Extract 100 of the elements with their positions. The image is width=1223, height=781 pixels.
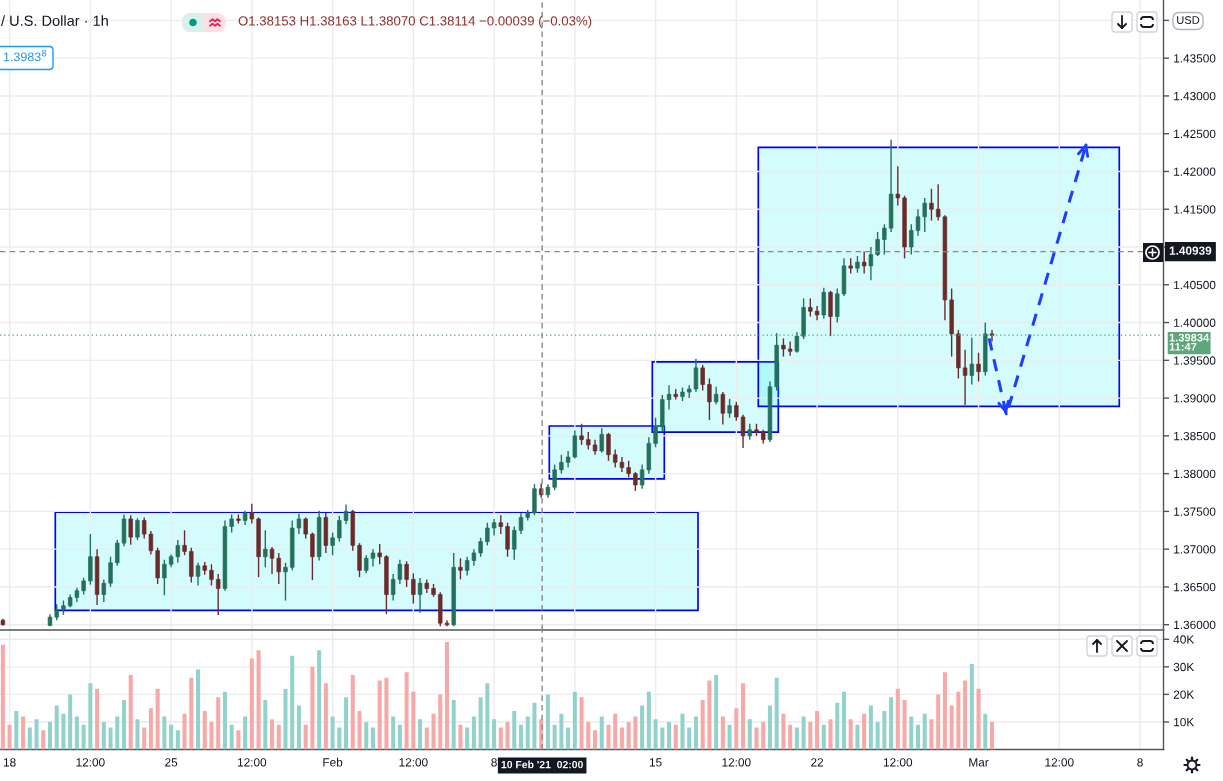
bar <box>619 727 624 750</box>
bar <box>424 727 429 750</box>
bar <box>7 724 12 750</box>
candlestick <box>216 573 221 616</box>
bar <box>444 642 449 750</box>
bar <box>471 716 476 750</box>
y-tick-label: 1.42500 <box>1174 129 1216 139</box>
candlestick <box>485 522 490 547</box>
bar <box>868 705 873 750</box>
y-tick-label: 1.36000 <box>1174 620 1216 630</box>
bar <box>303 724 308 750</box>
candlestick <box>794 331 800 354</box>
candlestick <box>821 287 826 320</box>
x-tick-label: 12:00 <box>399 758 428 767</box>
bar <box>525 716 530 750</box>
bar <box>0 644 5 750</box>
candlestick <box>808 297 813 318</box>
candlestick <box>922 197 927 233</box>
bar <box>364 721 369 750</box>
bar <box>815 710 820 750</box>
candlestick <box>875 231 880 257</box>
candlestick <box>404 560 409 588</box>
bar <box>572 691 577 750</box>
candlestick <box>330 531 335 556</box>
candlestick <box>700 364 705 392</box>
bar <box>34 719 39 750</box>
text: USD <box>1177 16 1200 24</box>
bar <box>384 677 389 750</box>
candlestick <box>478 537 483 558</box>
bar <box>808 721 813 750</box>
bar <box>128 675 133 750</box>
candlestick <box>989 329 995 343</box>
bar <box>81 724 86 750</box>
bar <box>276 724 281 750</box>
bar <box>296 705 301 750</box>
bar <box>169 724 174 750</box>
candlestick <box>962 349 968 406</box>
candlestick <box>633 471 638 492</box>
bar <box>727 724 732 750</box>
bar <box>774 677 779 750</box>
y-tick-label: 1.40500 <box>1174 280 1216 290</box>
bar <box>135 719 140 750</box>
bar <box>889 697 894 750</box>
candlestick <box>115 539 120 567</box>
bar <box>370 727 375 750</box>
candlestick <box>135 517 140 541</box>
bar <box>458 724 463 750</box>
x-tick-label: 12:00 <box>237 758 267 767</box>
bar <box>41 730 46 750</box>
bar <box>101 721 106 750</box>
x-tick-label: 12:00 <box>722 758 751 767</box>
bar <box>949 705 954 750</box>
bar <box>983 713 988 750</box>
ref-line-label: 1.39834 11:47 <box>1169 333 1210 351</box>
bar <box>956 691 961 750</box>
bar <box>855 724 860 750</box>
candlestick <box>727 398 732 419</box>
bar <box>290 655 295 750</box>
bar <box>189 677 194 750</box>
bar <box>734 708 739 750</box>
candlestick <box>969 336 975 386</box>
bar <box>47 721 52 750</box>
bar <box>909 716 914 750</box>
candlestick <box>162 559 167 596</box>
bar <box>781 713 786 750</box>
x-tick-label: 15 <box>649 758 662 767</box>
candlestick <box>498 514 504 535</box>
candlestick <box>263 529 268 568</box>
y-tick-label: 1.41500 <box>1174 205 1216 214</box>
bar <box>599 716 604 750</box>
annotation: 1.3983$^{8}$ <box>3 49 47 62</box>
bar <box>586 721 591 750</box>
bar <box>270 719 275 750</box>
candlestick <box>182 529 187 556</box>
candlestick <box>579 423 584 446</box>
bar <box>875 721 880 750</box>
bar <box>989 721 995 750</box>
bar <box>667 721 672 750</box>
bar <box>788 724 793 750</box>
bar <box>451 699 456 750</box>
bar <box>512 710 517 750</box>
bar <box>478 697 483 750</box>
bar <box>794 727 799 750</box>
bar <box>936 694 941 750</box>
bar <box>68 694 73 750</box>
bar <box>115 716 120 750</box>
bar <box>606 724 611 750</box>
y-tick-label: 1.38000 <box>1174 469 1216 479</box>
bar <box>216 697 221 750</box>
bar <box>593 730 598 750</box>
bar <box>243 716 248 750</box>
bar <box>377 680 382 750</box>
candlestick <box>552 463 557 491</box>
bar <box>222 691 227 750</box>
bar <box>155 688 160 750</box>
y-tick-label: 1.37500 <box>1174 507 1216 516</box>
bar <box>915 724 921 750</box>
candlestick <box>781 337 786 358</box>
bar <box>754 727 759 750</box>
bar <box>344 697 349 750</box>
